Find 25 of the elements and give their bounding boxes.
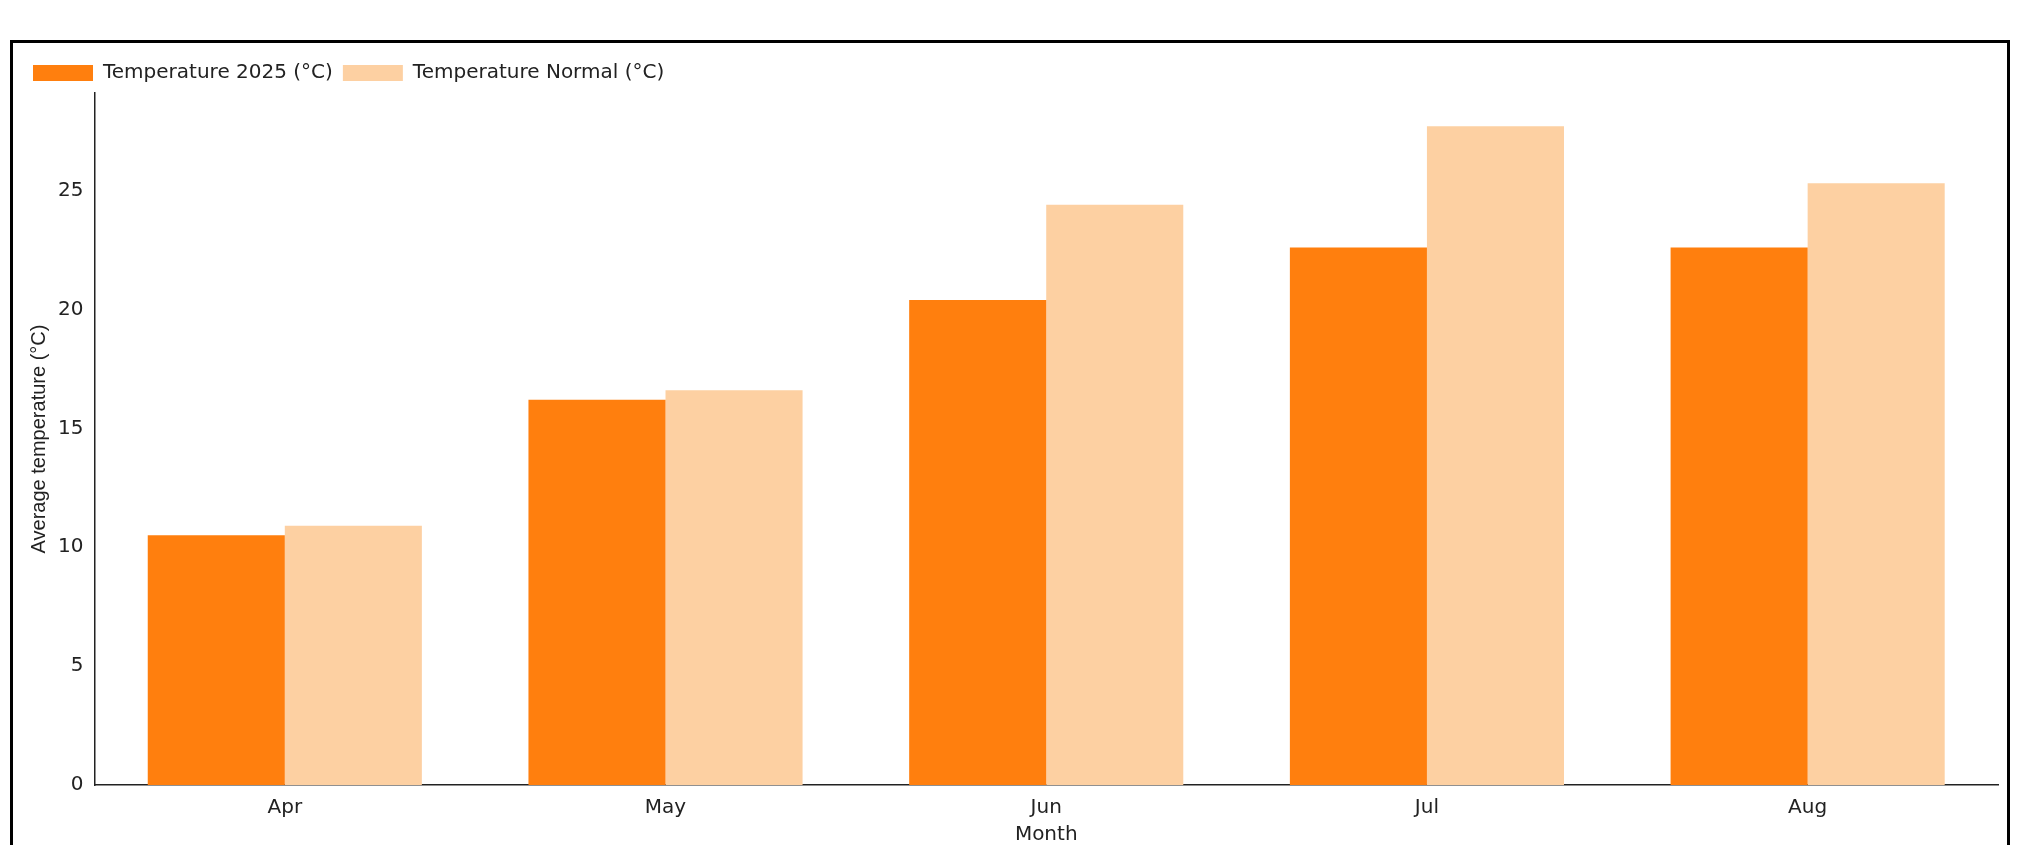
y-axis-title: Average temperature (°C)	[26, 324, 49, 554]
bar	[1670, 247, 1808, 785]
bar	[147, 535, 285, 785]
bar	[528, 399, 666, 785]
y-tick-label: 5	[70, 652, 84, 677]
legend-label: Temperature 2025 (°C)	[102, 59, 333, 84]
bar	[1807, 183, 1945, 785]
bar	[665, 390, 803, 785]
x-tick-label: Apr	[267, 794, 303, 819]
x-axis-title: Month	[1014, 821, 1078, 846]
y-tick-label: 10	[58, 533, 84, 558]
legend-label: Temperature Normal (°C)	[411, 59, 665, 84]
bar	[284, 525, 422, 785]
x-tick-label: Jul	[1412, 794, 1440, 819]
x-tick-label: Jun	[1028, 794, 1062, 819]
y-tick-label: 25	[58, 176, 84, 201]
bar	[909, 299, 1047, 785]
y-tick-label: 0	[70, 771, 84, 796]
x-tick-label: May	[644, 794, 687, 819]
bar	[1046, 204, 1184, 785]
bar	[1289, 247, 1427, 785]
x-tick-label: Aug	[1788, 794, 1828, 819]
y-tick-label: 15	[58, 414, 84, 439]
y-tick-label: 20	[58, 295, 84, 320]
bar	[1426, 126, 1564, 785]
